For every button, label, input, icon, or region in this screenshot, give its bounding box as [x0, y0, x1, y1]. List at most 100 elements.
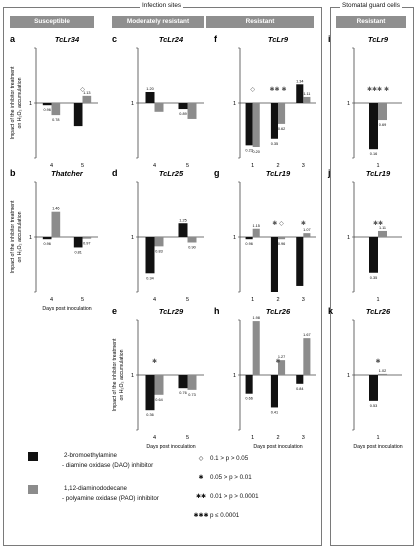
legend-pao-swatch	[28, 485, 38, 494]
bar-pao	[82, 95, 92, 103]
data-label: 1.27	[278, 355, 285, 359]
y-tick-label: 1	[233, 101, 236, 107]
data-label: 0.64	[155, 398, 162, 402]
panel-letter: k	[328, 306, 334, 316]
x-tick-label: 2	[276, 163, 279, 169]
y-tick-label: 1	[29, 101, 32, 107]
x-tick-label: 1	[376, 163, 379, 169]
bar-dao	[42, 103, 52, 106]
significance-mark: ✱	[301, 220, 306, 227]
data-label: 0.16	[370, 152, 377, 156]
bar-pao	[303, 338, 311, 375]
significance-mark: ◇	[80, 86, 85, 93]
bar-dao	[270, 375, 278, 408]
x-tick-label: 2	[276, 435, 279, 441]
bar-pao	[82, 237, 92, 239]
data-label: 0.96	[43, 108, 50, 112]
panel-title: TcLr9	[268, 35, 289, 44]
bar-pao	[187, 375, 197, 390]
significance-symbol: ✱✱	[195, 494, 207, 500]
x-tick-label: 4	[153, 163, 156, 169]
x-tick-label: 3	[302, 435, 305, 441]
band-susceptible: Susceptible	[10, 16, 94, 28]
bar-dao	[270, 103, 278, 139]
bar-pao	[378, 103, 387, 121]
bar-pao	[154, 237, 164, 247]
x-axis-label: Days post inoculation	[42, 306, 91, 312]
panel-title: Thatcher	[51, 169, 84, 178]
panel-title: TcLr9	[368, 35, 389, 44]
significance-row: ✱ 0.05 > p > 0.01	[192, 474, 252, 481]
bar-dao	[145, 375, 155, 411]
significance-text: p ≤ 0.0001	[210, 512, 240, 519]
bar-pao	[252, 103, 260, 147]
data-label: 1.46	[52, 207, 59, 211]
data-label: 0.73	[188, 393, 195, 397]
data-label: 1.11	[303, 92, 310, 96]
significance-text: 0.05 > p > 0.01	[210, 474, 252, 481]
bar-dao	[369, 237, 378, 273]
y-axis-label: Impact of the inhibitor treatment	[112, 338, 118, 412]
bar-dao	[296, 84, 304, 103]
bar-dao	[145, 237, 155, 274]
data-label: 0.89	[179, 112, 186, 116]
panel-letter: c	[112, 34, 117, 44]
guard-cells-title: Stomatal guard cells	[340, 2, 402, 9]
y-axis-label: on H₂O₂ accumulation	[17, 211, 23, 262]
legend-dao-swatch	[28, 452, 38, 461]
data-label: 0.90	[188, 246, 195, 250]
panel-title: TcLr24	[159, 35, 184, 44]
x-axis-label: Days post inoculation	[253, 444, 302, 450]
y-axis-label: Impact of the inhibitor treatment	[10, 200, 16, 274]
x-tick-label: 5	[186, 163, 189, 169]
x-tick-label: 3	[302, 297, 305, 303]
data-label: 0.62	[278, 127, 285, 131]
significance-mark: ◇	[250, 86, 255, 93]
data-label: 0.78	[52, 118, 59, 122]
y-tick-label: 1	[131, 235, 134, 241]
bar-pao	[187, 103, 197, 119]
bar-pao	[278, 103, 286, 124]
data-label: 0.83	[155, 249, 162, 253]
legend-dao-name: 2-bromoethylamine	[64, 452, 117, 459]
significance-mark: ✱	[375, 358, 380, 365]
infection-sites-title: Infection sites	[140, 2, 184, 9]
panel-letter: b	[10, 168, 16, 178]
panel-letter: d	[112, 168, 118, 178]
panel-title: TcLr34	[55, 35, 80, 44]
data-label: 0.69	[379, 123, 386, 127]
y-tick-label: 1	[131, 101, 134, 107]
panel-title: TcLr26	[266, 307, 291, 316]
x-tick-label: 4	[50, 163, 53, 169]
significance-symbol: ✱	[198, 475, 204, 481]
data-label: 1.02	[379, 369, 386, 373]
x-tick-label: 1	[251, 163, 254, 169]
y-tick-label: 1	[233, 235, 236, 241]
bar-pao	[378, 230, 387, 237]
data-label: 0.36	[146, 413, 153, 417]
x-tick-label: 1	[376, 297, 379, 303]
legend-dao-desc: - diamine oxidase (DAO) inhibitor	[62, 462, 154, 469]
significance-text: 0.01 > p > 0.0001	[210, 493, 259, 500]
bar-pao	[278, 237, 286, 240]
x-tick-label: 1	[376, 435, 379, 441]
significance-mark: ✱	[275, 358, 280, 365]
significance-text: 0.1 > p > 0.05	[210, 455, 249, 462]
data-label: 1.13	[83, 91, 90, 95]
bar-dao	[369, 375, 378, 401]
x-tick-label: 5	[81, 297, 84, 303]
panel-title: TcLr25	[159, 169, 184, 178]
bar-pao	[303, 96, 311, 103]
panel-title: TcLr19	[266, 169, 291, 178]
bar-pao	[51, 103, 61, 116]
data-label: 0.20	[253, 150, 260, 154]
data-label: 0.84	[296, 387, 303, 391]
data-label: 1.07	[303, 228, 310, 232]
panel-letter: j	[327, 168, 331, 178]
legend-pao-desc: - polyamine oxidase (PAO) inhibitor	[62, 495, 159, 502]
bar-dao	[369, 103, 378, 150]
x-tick-label: 1	[251, 297, 254, 303]
x-tick-label: 1	[251, 435, 254, 441]
x-axis-label: Days post inoculation	[146, 444, 195, 450]
